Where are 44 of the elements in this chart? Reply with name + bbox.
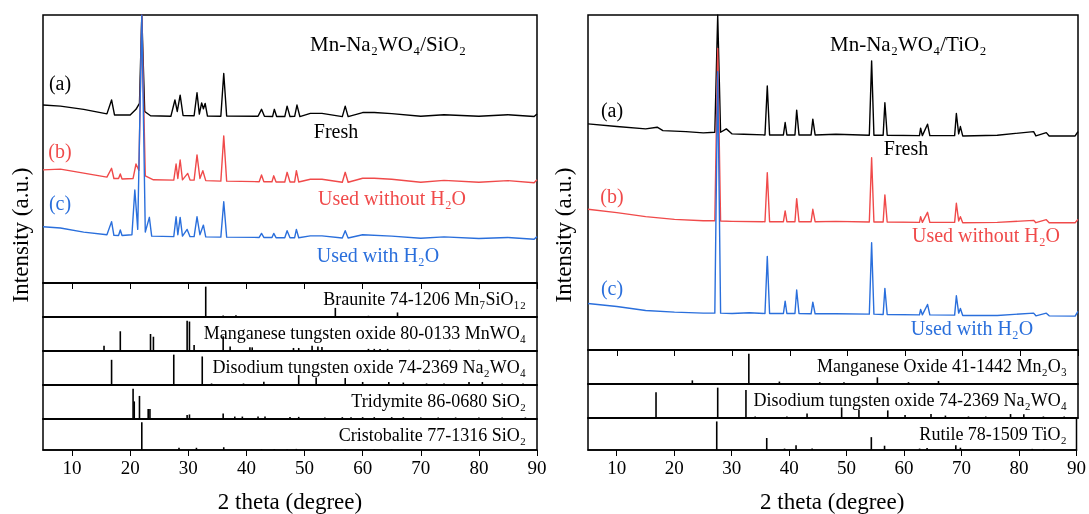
annotation: (c) [48, 192, 72, 215]
x-tick-label: 70 [952, 457, 972, 478]
x-tick-label: 30 [178, 457, 198, 478]
chart-title: Manganese tungsten oxide 80-0133 MnWO₄ [203, 323, 526, 343]
series-label: Fresh [883, 137, 929, 159]
chart-title: Tridymite 86-0680 SiO₂ [351, 391, 527, 411]
chart-title: Disodium tungsten oxide 74-2369 Na₂WO₄ [753, 390, 1067, 410]
annotation: (a) [48, 72, 72, 95]
x-tick-label: 70 [411, 457, 431, 478]
x-tick-label: 90 [1067, 457, 1086, 478]
chart-title: Manganese Oxide 41-1442 Mn₂O₃ [817, 356, 1068, 376]
x-tick-label: 50 [295, 457, 315, 478]
x-tick-label: 60 [894, 457, 914, 478]
x-axis-title: 2 theta (degree) [217, 489, 363, 514]
x-tick-label: 40 [779, 457, 799, 478]
series-label: Used with H₂O [910, 317, 1034, 339]
x-tick-label: 10 [62, 457, 82, 478]
x-tick-label: 20 [120, 457, 140, 478]
annotation: (b) [600, 185, 624, 208]
x-tick-label: 60 [353, 457, 373, 478]
chart-title: Braunite 74-1206 Mn₇SiO₁₂ [323, 289, 527, 309]
x-tick-label: 10 [607, 457, 627, 478]
annotation: (b) [48, 140, 72, 163]
chart-title: Disodium tungsten oxide 74-2369 Na₂WO₄ [212, 357, 526, 377]
x-tick-label: 50 [837, 457, 857, 478]
series-label: Fresh [313, 120, 359, 142]
series-label: Used without H₂O [911, 224, 1061, 246]
series-label: Used without H₂O [317, 187, 467, 209]
x-tick-label: 80 [1009, 457, 1029, 478]
x-tick-label: 40 [236, 457, 256, 478]
x-axis-title: 2 theta (degree) [760, 489, 905, 514]
series-label: Used with H₂O [316, 244, 440, 266]
chart-title: Cristobalite 77-1316 SiO₂ [338, 425, 527, 445]
x-tick-label: 90 [527, 457, 547, 478]
annotation: (c) [600, 277, 624, 300]
y-axis-title: Intensity (a.u.) [7, 167, 33, 303]
x-tick-label: 80 [469, 457, 489, 478]
x-tick-label: 20 [664, 457, 684, 478]
y-axis-title: Intensity (a.u.) [550, 167, 576, 303]
text: Mn-Na₂WO₄/TiO₂ [830, 31, 987, 56]
x-tick-label: 30 [722, 457, 742, 478]
chart-title: Rutile 78-1509 TiO₂ [919, 424, 1067, 444]
annotation: (a) [600, 99, 624, 122]
text: Mn-Na₂WO₄/SiO₂ [310, 31, 467, 56]
